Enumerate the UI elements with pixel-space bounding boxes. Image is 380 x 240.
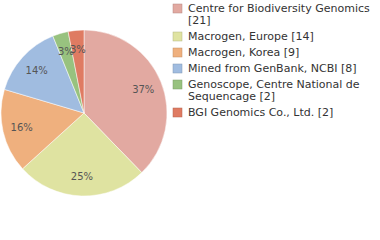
legend-label-line: Mined from GenBank, NCBI [8]	[188, 62, 357, 75]
data-label: 25%	[71, 171, 93, 182]
legend-swatch	[173, 32, 182, 41]
legend-item: Macrogen, Korea [9]	[173, 46, 299, 59]
legend-swatch	[173, 80, 182, 89]
pie-slice	[68, 30, 84, 113]
legend-swatch	[173, 48, 182, 57]
legend-label: Genoscope, Centre National deSequencage …	[188, 78, 360, 103]
legend-item: Centre for Biodiversity Genomics[21]	[173, 2, 370, 27]
legend-label-line: Macrogen, Korea [9]	[188, 46, 299, 59]
legend-swatch	[173, 4, 182, 13]
chart: 37%25%16%14%3%3%Centre for Biodiversity …	[0, 0, 380, 240]
legend-label: BGI Genomics Co., Ltd. [2]	[188, 106, 333, 119]
chart-container: 37%25%16%14%3%3%Centre for Biodiversity …	[0, 0, 380, 240]
legend-label: Mined from GenBank, NCBI [8]	[188, 62, 357, 75]
legend-item: Mined from GenBank, NCBI [8]	[173, 62, 357, 75]
data-label: 14%	[26, 65, 48, 76]
legend-item: Genoscope, Centre National deSequencage …	[173, 78, 360, 103]
pie	[1, 30, 167, 196]
legend-item: Macrogen, Europe [14]	[173, 30, 314, 43]
legend-label: Macrogen, Korea [9]	[188, 46, 299, 59]
legend: Centre for Biodiversity Genomics[21] Macr…	[173, 2, 370, 119]
legend-label: Macrogen, Europe [14]	[188, 30, 314, 43]
legend-label-line: Sequencage [2]	[188, 90, 275, 103]
data-labels: 37%25%16%14%3%3%	[11, 44, 155, 182]
legend-label-line: BGI Genomics Co., Ltd. [2]	[188, 106, 333, 119]
legend-label-line: Macrogen, Europe [14]	[188, 30, 314, 43]
data-label: 16%	[11, 122, 33, 133]
legend-label-line: Centre for Biodiversity Genomics	[188, 2, 370, 15]
legend-label: Centre for Biodiversity Genomics[21]	[188, 2, 370, 27]
legend-swatch	[173, 108, 182, 117]
legend-label-line: [21]	[188, 14, 211, 27]
data-label: 37%	[132, 84, 154, 95]
legend-swatch	[173, 64, 182, 73]
data-label: 3%	[70, 44, 86, 55]
legend-item: BGI Genomics Co., Ltd. [2]	[173, 106, 333, 119]
